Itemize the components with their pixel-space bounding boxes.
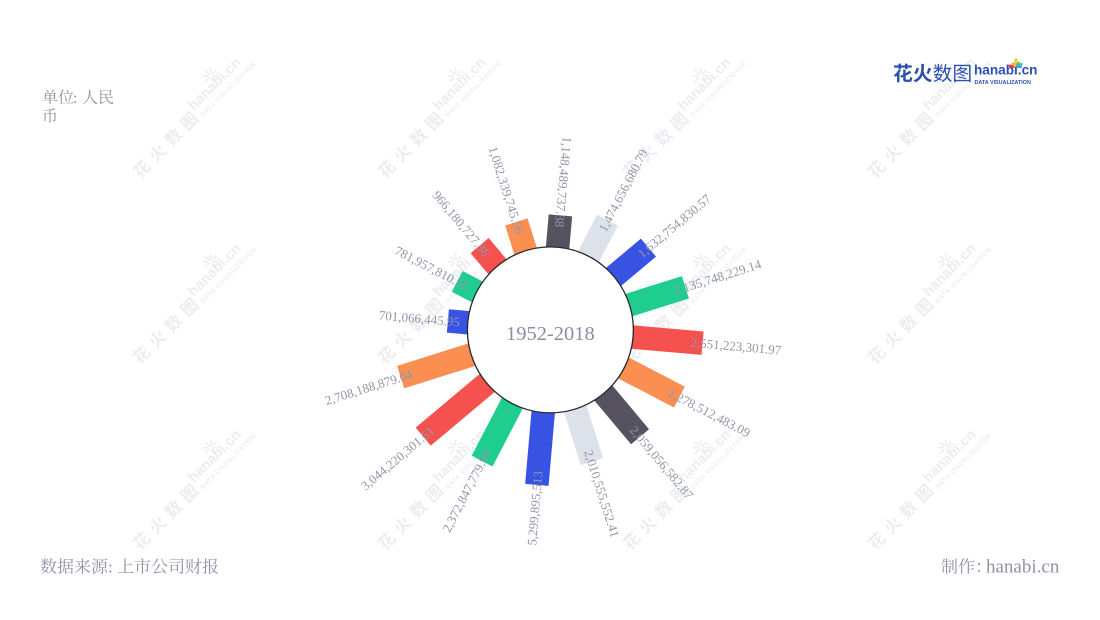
svg-text:701,066,445.95: 701,066,445.95 — [378, 307, 460, 329]
svg-text:5,299,895,513: 5,299,895,513 — [524, 470, 545, 546]
svg-text::: : — [108, 558, 113, 577]
svg-text:hanabi.cn: hanabi.cn — [986, 557, 1060, 578]
svg-text::: : — [73, 90, 77, 107]
svg-text:hanabi.cn: hanabi.cn — [974, 63, 1037, 78]
svg-text:1952-2018: 1952-2018 — [506, 323, 595, 345]
svg-text:DATA VISUALIZATION: DATA VISUALIZATION — [975, 80, 1032, 86]
